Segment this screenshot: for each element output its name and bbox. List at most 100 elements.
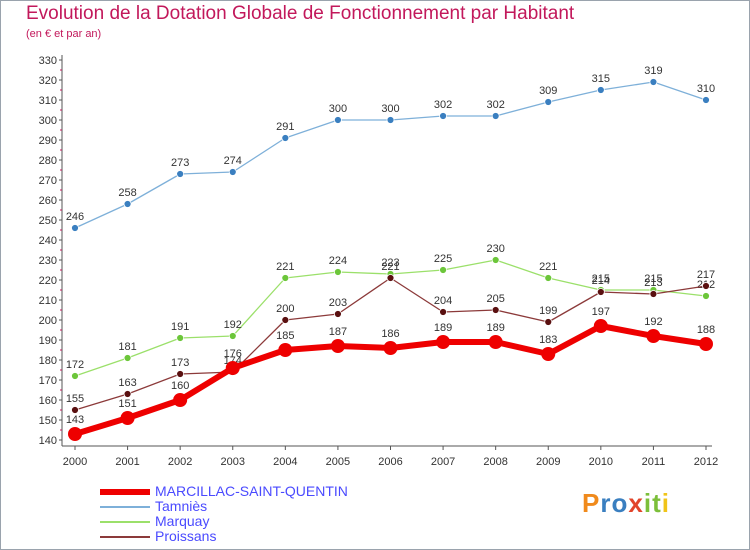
y-tick-label: 270 [39,175,57,187]
legend-label: Marquay [155,513,210,529]
data-label: 258 [118,187,136,199]
data-point [491,256,500,264]
data-point [386,274,395,282]
y-tick-label: 230 [39,255,57,267]
data-label: 185 [276,330,294,342]
data-point [68,427,82,441]
legend-swatch [100,506,150,508]
data-point [383,341,398,355]
data-label: 310 [697,83,715,95]
data-point [281,134,290,142]
x-tick-label: 2003 [221,456,245,468]
data-label: 302 [434,99,452,111]
y-tick-label: 200 [39,315,57,327]
chart-title: Evolution de la Dotation Globale de Fonc… [26,3,575,24]
data-point [176,170,185,178]
legend-item: Marquay [100,513,420,530]
logo-letter: P [582,488,601,518]
y-tick-label: 320 [39,75,57,87]
y-tick-label: 290 [39,135,57,147]
data-label: 300 [381,103,399,115]
data-point [334,310,342,318]
data-label: 176 [224,348,242,360]
data-label: 225 [434,253,452,265]
data-point [334,268,342,276]
data-point [596,288,605,296]
data-label: 221 [539,261,557,273]
legend-item: Proissans [100,528,420,545]
logo-letter: i [661,488,670,518]
legend-label: MARCILLAC-SAINT-QUENTIN [155,483,348,499]
data-point [544,274,553,282]
data-point [176,334,185,342]
data-point [649,290,658,298]
data-point [228,168,237,176]
data-point [281,274,290,282]
data-label: 187 [329,326,347,338]
y-tick-label: 170 [39,375,57,387]
y-tick-label: 240 [39,235,57,247]
y-tick-label: 220 [39,275,57,287]
data-label: 291 [276,121,294,133]
data-label: 221 [276,261,294,273]
data-label: 188 [697,324,715,336]
data-point [386,116,395,124]
y-tick-label: 250 [39,215,57,227]
legend-label: Proissans [155,528,217,544]
data-label: 214 [592,275,610,287]
logo-letter: o [611,488,629,518]
logo-letter: i [643,488,653,518]
data-label: 199 [539,305,557,317]
data-label: 181 [118,341,136,353]
data-label: 273 [171,157,189,169]
data-label: 151 [118,398,136,410]
data-label: 186 [381,328,399,340]
data-label: 197 [592,306,610,318]
data-point [596,86,605,94]
data-point [330,339,345,353]
logo-letter: t [652,488,662,518]
data-point [225,361,240,375]
legend-item: Tamniès [100,498,420,515]
data-label: 224 [329,255,347,267]
data-point [123,200,132,208]
y-tick-label: 190 [39,335,57,347]
x-tick-label: 2004 [273,456,297,468]
data-label: 172 [66,359,84,371]
y-tick-label: 140 [39,435,57,447]
data-label: 215 [592,273,610,285]
data-point [71,224,79,232]
data-point [71,372,79,380]
data-label: 191 [171,321,189,333]
data-label: 215 [644,273,662,285]
proxiti-logo: Proxiti [582,488,670,519]
data-label: 315 [592,73,610,85]
logo-letter: x [628,488,644,518]
data-label: 160 [171,380,189,392]
data-point [173,393,188,407]
data-point [593,319,608,333]
data-point [491,306,500,314]
data-label: 200 [276,303,294,315]
data-point [439,266,447,274]
x-tick-label: 2010 [589,456,613,468]
y-tick-label: 310 [39,95,57,107]
data-point [544,98,553,106]
data-label: 204 [434,295,452,307]
data-label: 221 [381,261,399,273]
data-point [544,318,553,326]
x-tick-label: 2008 [483,456,507,468]
data-label: 203 [329,297,347,309]
data-label: 183 [539,334,557,346]
data-point [649,78,658,86]
data-point [699,337,713,351]
data-label: 213 [644,277,662,289]
data-label: 143 [66,414,84,426]
data-label: 300 [329,103,347,115]
logo-letter: r [600,488,612,518]
data-label: 192 [644,316,662,328]
data-point [646,329,661,343]
x-tick-label: 2000 [63,456,87,468]
